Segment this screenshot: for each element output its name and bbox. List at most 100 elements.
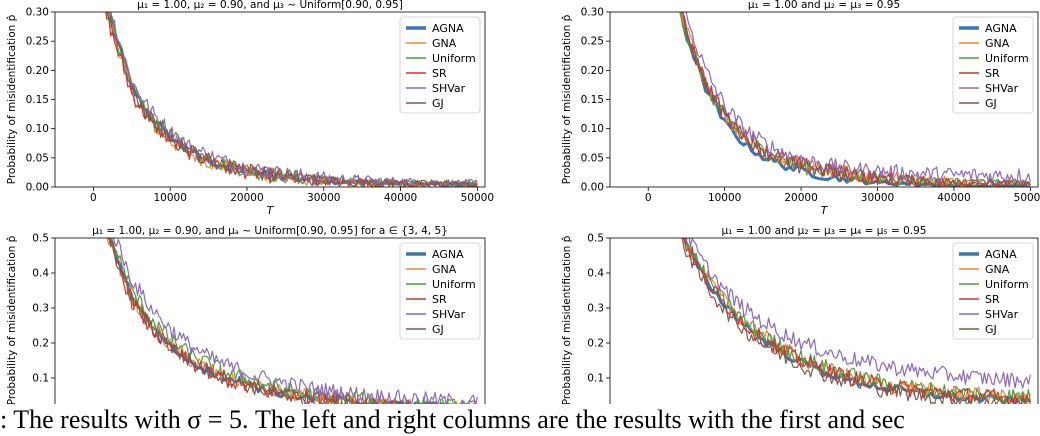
y-tick-label: 0.2 [32, 338, 49, 350]
legend-label-uniform: Uniform [985, 278, 1029, 291]
y-tick-label: 0.30 [581, 7, 604, 19]
y-tick-label: 0.15 [26, 94, 49, 106]
x-tick-label: 40000 [937, 192, 970, 204]
x-tick-label: 0 [90, 192, 97, 204]
y-tick-label: 0.20 [581, 65, 604, 77]
legend-label-sr: SR [985, 67, 1000, 80]
x-tick-label: 10000 [153, 192, 186, 204]
y-tick-label: 0.5 [587, 233, 604, 245]
series-line-gj [681, 12, 1031, 187]
series-group [106, 238, 478, 404]
y-tick-label: 0.10 [26, 123, 49, 135]
legend-label-sr: SR [432, 293, 447, 306]
y-tick-label: 0.3 [587, 303, 604, 315]
legend-label-sr: SR [432, 67, 447, 80]
series-line-uniform [106, 12, 478, 187]
legend-box [952, 16, 1034, 114]
series-line-shvar [685, 238, 1031, 389]
x-axis-label: T [267, 204, 275, 217]
chart-panel-1: μ₁ = 1.00, μ₂ = 0.90, and μ₃ ~ Uniform[0… [6, 0, 494, 217]
chart-title: μ₁ = 1.00 and μ₂ = μ₃ = 0.95 [748, 0, 900, 11]
series-line-sr [108, 238, 467, 404]
series-line-shvar [109, 12, 478, 187]
legend-label-agna: AGNA [432, 248, 464, 261]
y-tick-label: 0.20 [26, 65, 49, 77]
x-tick-label: 10000 [708, 192, 741, 204]
x-tick-label: 50000 [1014, 192, 1040, 204]
chart-title: μ₁ = 1.00, μ₂ = 0.90, and μ₃ ~ Uniform[0… [137, 0, 403, 11]
y-tick-label: 0.1 [587, 373, 604, 385]
figure: μ₁ = 1.00, μ₂ = 0.90, and μ₃ ~ Uniform[0… [6, 0, 1040, 404]
legend-label-uniform: Uniform [432, 52, 476, 65]
x-tick-label: 40000 [384, 192, 417, 204]
legend: AGNA GNA Uniform SR SHVar GJ [399, 16, 481, 114]
y-tick-label: 0.25 [26, 36, 49, 48]
y-tick-label: 0.4 [587, 268, 604, 280]
x-tick-label: 50000 [461, 192, 494, 204]
legend-label-gna: GNA [432, 37, 457, 50]
y-tick-label: 0.00 [26, 182, 49, 194]
series-line-uniform [108, 238, 477, 404]
y-tick-label: 0.1 [32, 373, 49, 385]
legend-label-gna: GNA [985, 263, 1010, 276]
y-tick-label: 0.05 [581, 152, 604, 164]
series-group [104, 12, 478, 187]
y-axis-label: Probability of misidentification p̂ [561, 235, 573, 404]
legend-label-agna: AGNA [985, 22, 1017, 35]
y-axis-label: Probability of misidentification p̂ [6, 14, 18, 184]
series-line-gna [682, 238, 1031, 404]
legend-label-shvar: SHVar [432, 308, 466, 321]
legend-label-uniform: Uniform [432, 278, 476, 291]
chart-panel-3: μ₁ = 1.00, μ₂ = 0.90, and μₐ ~ Uniform[0… [6, 225, 486, 404]
series-group [679, 12, 1031, 187]
legend-box [952, 242, 1034, 340]
legend-label-sr: SR [985, 293, 1000, 306]
series-line-sr [683, 238, 1031, 404]
series-line-gj [681, 238, 1031, 404]
y-tick-label: 0.15 [581, 94, 604, 106]
series-line-gj [108, 238, 440, 404]
chart-panel-4: μ₁ = 1.00 and μ₂ = μ₃ = μ₄ = μ₅ = 0.9501… [561, 225, 1039, 404]
legend-label-gj: GJ [985, 323, 997, 336]
series-line-gj [104, 12, 478, 187]
y-tick-label: 0.25 [581, 36, 604, 48]
series-group [681, 238, 1031, 404]
legend-box [399, 16, 481, 114]
legend-label-gna: GNA [432, 263, 457, 276]
y-axis-label: Probability of misidentification p̂ [561, 14, 573, 184]
legend-label-shvar: SHVar [432, 82, 466, 95]
legend-label-agna: AGNA [432, 22, 464, 35]
legend-label-agna: AGNA [985, 248, 1017, 261]
y-tick-label: 0.4 [32, 268, 49, 280]
plot-frame [609, 237, 1039, 404]
y-tick-label: 0.05 [26, 152, 49, 164]
legend: AGNA GNA Uniform SR SHVar GJ [952, 242, 1034, 340]
y-tick-label: 0.5 [32, 233, 49, 245]
x-tick-label: 20000 [230, 192, 263, 204]
y-tick-label: 0.00 [581, 182, 604, 194]
figure-caption: : The results with σ = 5. The left and r… [0, 405, 905, 434]
y-tick-label: 0.30 [26, 7, 49, 19]
chart-panel-2: μ₁ = 1.00 and μ₂ = μ₃ = 0.95 0 10000 20000 3… [561, 0, 1040, 217]
legend-label-shvar: SHVar [985, 82, 1019, 95]
legend-label-gj: GJ [985, 97, 997, 110]
y-tick-label: 0.3 [32, 303, 49, 315]
legend-label-gna: GNA [985, 37, 1010, 50]
x-tick-label: 30000 [307, 192, 340, 204]
legend-label-gj: GJ [432, 97, 444, 110]
legend-label-shvar: SHVar [985, 308, 1019, 321]
x-axis-label: T [821, 204, 829, 217]
series-line-shvar [113, 238, 478, 404]
x-tick-label: 30000 [861, 192, 894, 204]
y-tick-label: 0.10 [581, 123, 604, 135]
legend-label-gj: GJ [432, 323, 444, 336]
x-tick-label: 20000 [784, 192, 817, 204]
series-line-shvar [685, 12, 1031, 184]
legend-label-uniform: Uniform [985, 52, 1029, 65]
legend-box [399, 242, 481, 340]
y-tick-label: 0.2 [587, 338, 604, 350]
plot-frame [54, 237, 486, 404]
legend: AGNA GNA Uniform SR SHVar GJ [399, 242, 481, 340]
legend: AGNA GNA Uniform SR SHVar GJ [952, 16, 1034, 114]
chart-title: μ₁ = 1.00, μ₂ = 0.90, and μₐ ~ Uniform[0… [92, 225, 448, 237]
